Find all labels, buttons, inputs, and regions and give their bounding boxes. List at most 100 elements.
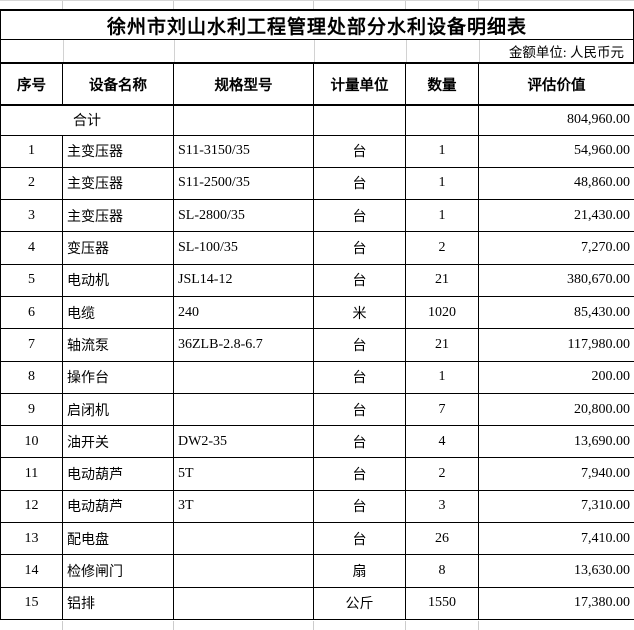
grid-line <box>62 1 63 10</box>
grid-line <box>478 1 479 10</box>
cell-equipment-name: 变压器 <box>62 231 174 265</box>
cell-quantity: 1 <box>405 134 479 168</box>
table-header-row: 序号 设备名称 规格型号 计量单位 数量 评估价值 <box>0 62 634 106</box>
cell-quantity: 1 <box>405 166 479 201</box>
cell-measure-unit: 台 <box>313 328 406 362</box>
grid-line <box>62 621 63 630</box>
partial-row-bottom <box>0 621 634 630</box>
cell-seq: 2 <box>0 166 63 201</box>
cell-quantity: 1 <box>405 360 479 394</box>
cell-assessed-value: 117,980.00 <box>478 328 634 362</box>
cell-assessed-value: 17,380.00 <box>478 586 634 620</box>
cell-seq: 10 <box>0 425 63 459</box>
cell-quantity: 1 <box>405 199 479 233</box>
cell-equipment-name: 检修闸门 <box>62 554 174 588</box>
cell-measure-unit: 台 <box>313 231 406 265</box>
cell-equipment-name: 配电盘 <box>62 522 174 556</box>
cell-quantity: 7 <box>405 392 479 427</box>
table-row: 1 主变压器 S11-3150/35 台 1 54,960.00 <box>0 134 634 168</box>
cell-spec-model: S11-3150/35 <box>173 134 314 168</box>
table-row: 11 电动葫芦 5T 台 2 7,940.00 <box>0 457 634 491</box>
table-row: 9 启闭机 台 7 20,800.00 <box>0 392 634 427</box>
total-value-cell: 804,960.00 <box>478 104 634 136</box>
cell-quantity: 21 <box>405 328 479 362</box>
cell-assessed-value: 200.00 <box>478 360 634 394</box>
cell-seq: 5 <box>0 263 63 297</box>
grid-line <box>478 621 479 630</box>
cell-equipment-name: 主变压器 <box>62 199 174 233</box>
cell-quantity: 26 <box>405 522 479 556</box>
cell-equipment-name: 轴流泵 <box>62 328 174 362</box>
cell-spec-model <box>173 586 314 620</box>
cell-spec-model: SL-2800/35 <box>173 199 314 233</box>
cell-measure-unit: 公斤 <box>313 586 406 620</box>
cell-spec-model <box>173 392 314 427</box>
header-measure-unit: 计量单位 <box>313 62 406 106</box>
cell-quantity: 4 <box>405 425 479 459</box>
cell-equipment-name: 电动葫芦 <box>62 457 174 491</box>
cell-spec-model: 5T <box>173 457 314 491</box>
cell-seq: 15 <box>0 586 63 620</box>
header-quantity: 数量 <box>405 62 479 106</box>
table-row: 5 电动机 JSL14-12 台 21 380,670.00 <box>0 263 634 297</box>
header-seq: 序号 <box>0 62 63 106</box>
cell-measure-unit: 台 <box>313 199 406 233</box>
cell-quantity: 21 <box>405 263 479 297</box>
cell-seq: 7 <box>0 328 63 362</box>
cell-spec-model: 3T <box>173 489 314 524</box>
table-row: 4 变压器 SL-100/35 台 2 7,270.00 <box>0 231 634 265</box>
header-assessed-value: 评估价值 <box>478 62 634 106</box>
cell-spec-model: S11-2500/35 <box>173 166 314 201</box>
cell-assessed-value: 20,800.00 <box>478 392 634 427</box>
cell-assessed-value: 7,310.00 <box>478 489 634 524</box>
cell-equipment-name: 油开关 <box>62 425 174 459</box>
partial-row-top <box>0 0 634 10</box>
cell-quantity: 3 <box>405 489 479 524</box>
cell-equipment-name: 操作台 <box>62 360 174 394</box>
cell-assessed-value: 13,630.00 <box>478 554 634 588</box>
table-row: 15 铝排 公斤 1550 17,380.00 <box>0 586 634 620</box>
table-row: 7 轴流泵 36ZLB-2.8-6.7 台 21 117,980.00 <box>0 328 634 362</box>
cell-quantity: 1550 <box>405 586 479 620</box>
cell-seq: 3 <box>0 199 63 233</box>
cell-spec-model: 240 <box>173 295 314 330</box>
cell-equipment-name: 主变压器 <box>62 166 174 201</box>
cell-quantity: 8 <box>405 554 479 588</box>
cell-equipment-name: 主变压器 <box>62 134 174 168</box>
table-row: 14 检修闸门 扇 8 13,630.00 <box>0 554 634 588</box>
cell-spec-model <box>173 360 314 394</box>
cell-spec-model <box>173 522 314 556</box>
cell-spec-model: JSL14-12 <box>173 263 314 297</box>
cell-measure-unit: 台 <box>313 522 406 556</box>
total-qty-cell <box>405 104 479 136</box>
cell-quantity: 2 <box>405 457 479 491</box>
cell-measure-unit: 米 <box>313 295 406 330</box>
cell-assessed-value: 380,670.00 <box>478 263 634 297</box>
cell-quantity: 1020 <box>405 295 479 330</box>
grid-line <box>405 621 406 630</box>
grid-line <box>174 40 175 62</box>
table-row: 2 主变压器 S11-2500/35 台 1 48,860.00 <box>0 166 634 201</box>
table-row: 10 油开关 DW2-35 台 4 13,690.00 <box>0 425 634 459</box>
cell-seq: 4 <box>0 231 63 265</box>
cell-measure-unit: 台 <box>313 489 406 524</box>
grid-line <box>313 621 314 630</box>
cell-seq: 8 <box>0 360 63 394</box>
cell-measure-unit: 台 <box>313 166 406 201</box>
cell-equipment-name: 电动葫芦 <box>62 489 174 524</box>
cell-seq: 1 <box>0 134 63 168</box>
total-model-cell <box>173 104 314 136</box>
cell-measure-unit: 台 <box>313 392 406 427</box>
equipment-table: 序号 设备名称 规格型号 计量单位 数量 评估价值 合计 804,960.00 … <box>0 62 634 620</box>
cell-assessed-value: 7,270.00 <box>478 231 634 265</box>
currency-unit-note: 金额单位: 人民币元 <box>508 45 624 60</box>
cell-seq: 12 <box>0 489 63 524</box>
table-row: 12 电动葫芦 3T 台 3 7,310.00 <box>0 489 634 524</box>
grid-line <box>314 40 315 62</box>
total-row: 合计 804,960.00 <box>0 104 634 136</box>
total-unit-cell <box>313 104 406 136</box>
unit-note-row: 金额单位: 人民币元 <box>0 40 634 62</box>
cell-seq: 9 <box>0 392 63 427</box>
table-row: 8 操作台 台 1 200.00 <box>0 360 634 394</box>
